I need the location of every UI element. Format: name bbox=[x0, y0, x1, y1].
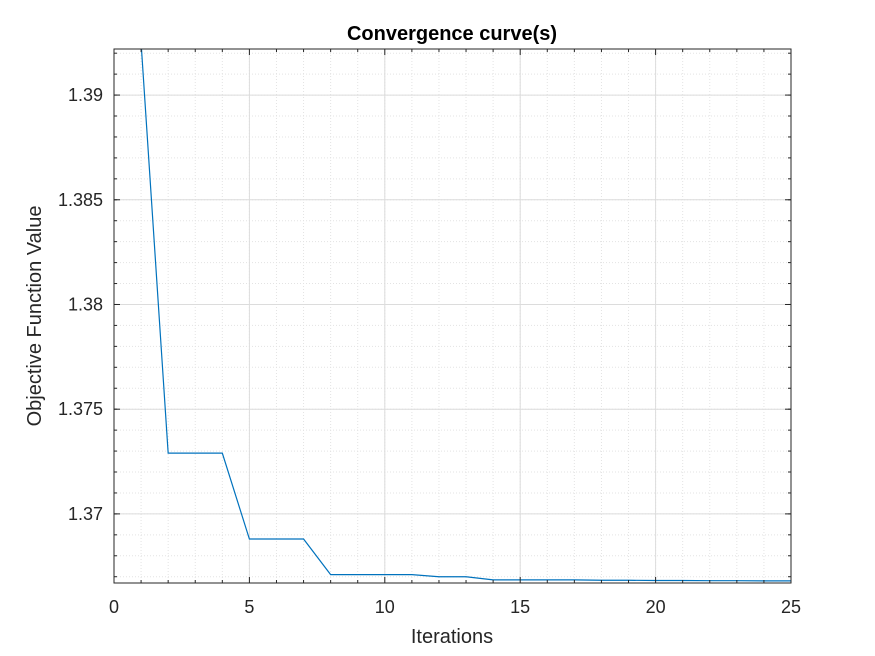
x-tick-label: 25 bbox=[781, 597, 801, 617]
x-tick-label: 20 bbox=[646, 597, 666, 617]
tick-marks bbox=[113, 49, 792, 583]
y-tick-label: 1.38 bbox=[68, 294, 103, 314]
x-axis-label: Iterations bbox=[411, 626, 493, 648]
y-tick-labels: 1.37 1.375 1.38 1.385 1.39 bbox=[58, 85, 103, 524]
y-axis-label: Objective Function Value bbox=[24, 206, 46, 427]
y-tick-label: 1.385 bbox=[58, 190, 103, 210]
y-tick-label: 1.37 bbox=[68, 504, 103, 524]
x-tick-label: 5 bbox=[244, 597, 254, 617]
chart-title: Convergence curve(s) bbox=[347, 23, 557, 45]
plot-frame bbox=[113, 48, 792, 584]
plot-area bbox=[114, 49, 791, 583]
x-tick-label: 0 bbox=[109, 597, 119, 617]
x-tick-label: 15 bbox=[510, 597, 530, 617]
x-tick-labels: 0 5 10 15 20 25 bbox=[109, 597, 801, 617]
x-tick-label: 10 bbox=[375, 597, 395, 617]
y-tick-label: 1.375 bbox=[58, 399, 103, 419]
y-tick-label: 1.39 bbox=[68, 85, 103, 105]
